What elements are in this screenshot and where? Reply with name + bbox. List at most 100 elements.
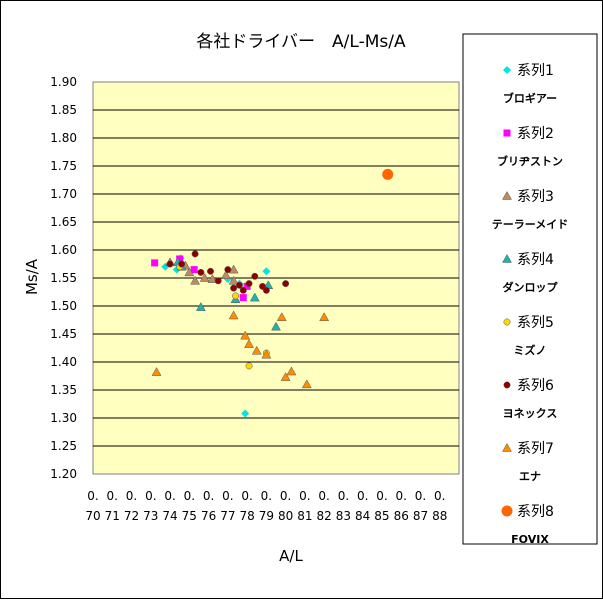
point-series-6 (214, 277, 222, 285)
x-tick-bottom: 74 (162, 509, 177, 523)
point-series-7 (319, 312, 330, 321)
x-axis-title: A/L (279, 547, 303, 565)
point-series-3 (228, 275, 239, 285)
x-tick-top: 0. (241, 489, 252, 503)
legend-marker-7 (502, 442, 512, 452)
x-tick-top: 0. (376, 489, 387, 503)
legend-series-note: FOVIX (511, 533, 549, 546)
x-tick-top: 0. (338, 489, 349, 503)
x-tick-bottom: 73 (143, 509, 158, 523)
x-tick-label: 0. 82 (317, 489, 332, 523)
legend-series-note: ヨネックス (503, 407, 558, 420)
x-tick-label: 0. 84 (355, 489, 370, 523)
y-tick-label: 1.70 (50, 187, 77, 201)
x-tick-bottom: 87 (413, 509, 428, 523)
x-tick-label: 0. 71 (105, 489, 120, 523)
legend-series-note: テーラーメイド (492, 218, 569, 231)
x-tick-top: 0. (87, 489, 98, 503)
point-series-6 (197, 268, 205, 276)
x-tick-bottom: 77 (220, 509, 235, 523)
x-tick-top: 0. (126, 489, 137, 503)
y-tick-label: 1.65 (50, 215, 77, 229)
x-tick-bottom: 81 (297, 509, 312, 523)
point-series-6 (178, 260, 186, 268)
x-tick-label: 0. 72 (124, 489, 139, 523)
x-tick-label: 0. 73 (143, 489, 158, 523)
y-tick-label: 1.20 (50, 467, 77, 481)
legend-marker-6 (503, 381, 511, 389)
legend-series-note: ブリヂストン (497, 154, 563, 168)
x-tick-top: 0. (222, 489, 233, 503)
x-tick-label: 0. 70 (85, 489, 100, 523)
x-tick-label: 0. 78 (239, 489, 254, 523)
x-tick-top: 0. (415, 489, 426, 503)
y-tick-label: 1.40 (50, 355, 77, 369)
x-tick-label: 0. 79 (259, 489, 274, 523)
point-series-6 (207, 267, 214, 275)
legend-series-name: 系列1 (517, 63, 554, 79)
point-series-7 (280, 372, 291, 381)
y-tick-label: 1.90 (50, 75, 77, 89)
x-tick-bottom: 88 (432, 509, 447, 523)
x-tick-top: 0. (280, 489, 291, 503)
data-points (151, 168, 394, 418)
point-series-4 (195, 302, 206, 311)
y-tick-label: 1.25 (50, 439, 77, 453)
legend-box (462, 33, 598, 545)
point-series-7 (286, 366, 297, 376)
point-series-7 (244, 339, 254, 348)
y-axis-ticks: 1.20 1.25 1.30 1.35 1.40 1.45 1.50 1.55 1.60 1.65… (50, 75, 77, 481)
point-series-5 (245, 362, 253, 370)
legend-series-name: 系列7 (517, 441, 554, 457)
x-tick-bottom: 70 (85, 509, 100, 523)
y-tick-label: 1.35 (50, 383, 77, 397)
point-series-3 (207, 274, 218, 283)
x-tick-bottom: 82 (317, 509, 332, 523)
legend-series-name: 系列5 (517, 315, 554, 331)
y-tick-label: 1.30 (50, 411, 77, 425)
point-series-6 (282, 280, 290, 288)
point-series-3 (228, 264, 239, 274)
plot-area (92, 81, 460, 475)
point-series-3 (190, 275, 201, 285)
chart-title: 各社ドライバー A/L-Ms/A (196, 32, 406, 52)
x-tick-bottom: 86 (394, 509, 409, 523)
legend-series-name: 系列6 (517, 378, 554, 394)
x-tick-label: 0. 74 (162, 489, 177, 523)
point-series-6 (224, 266, 232, 274)
point-series-2 (239, 294, 247, 302)
x-tick-top: 0. (434, 489, 445, 503)
y-tick-label: 1.85 (50, 103, 77, 117)
point-series-4 (271, 321, 281, 331)
point-series-2 (176, 255, 184, 263)
point-series-6 (245, 280, 253, 288)
point-series-5 (232, 292, 239, 300)
point-series-7 (151, 367, 162, 376)
x-tick-bottom: 78 (239, 509, 254, 523)
y-tick-label: 1.60 (50, 243, 77, 257)
y-tick-label: 1.45 (50, 327, 77, 341)
x-tick-bottom: 75 (182, 509, 197, 523)
x-tick-label: 0. 77 (220, 489, 235, 523)
point-series-6 (230, 284, 238, 292)
point-series-4 (249, 292, 260, 302)
point-series-6 (166, 260, 174, 268)
x-tick-top: 0. (261, 489, 272, 503)
x-tick-label: 0. 85 (374, 489, 389, 523)
x-tick-bottom: 79 (259, 509, 274, 523)
point-series-7 (251, 345, 262, 355)
x-tick-label: 0. 76 (201, 489, 216, 523)
x-tick-top: 0. (357, 489, 368, 503)
x-tick-top: 0. (184, 489, 195, 503)
x-tick-top: 0. (203, 489, 214, 503)
point-series-1 (241, 409, 250, 418)
x-tick-top: 0. (107, 489, 118, 503)
point-series-7 (240, 330, 251, 340)
legend-series-note: ミズノ (514, 343, 547, 357)
x-axis-ticks: 0. 700. 710. 720. 730. 740. 750. 760. 770. 780. 79… (85, 489, 447, 523)
legend-marker-3 (502, 190, 512, 200)
x-tick-label: 0. 75 (182, 489, 197, 523)
point-series-6 (251, 272, 259, 280)
